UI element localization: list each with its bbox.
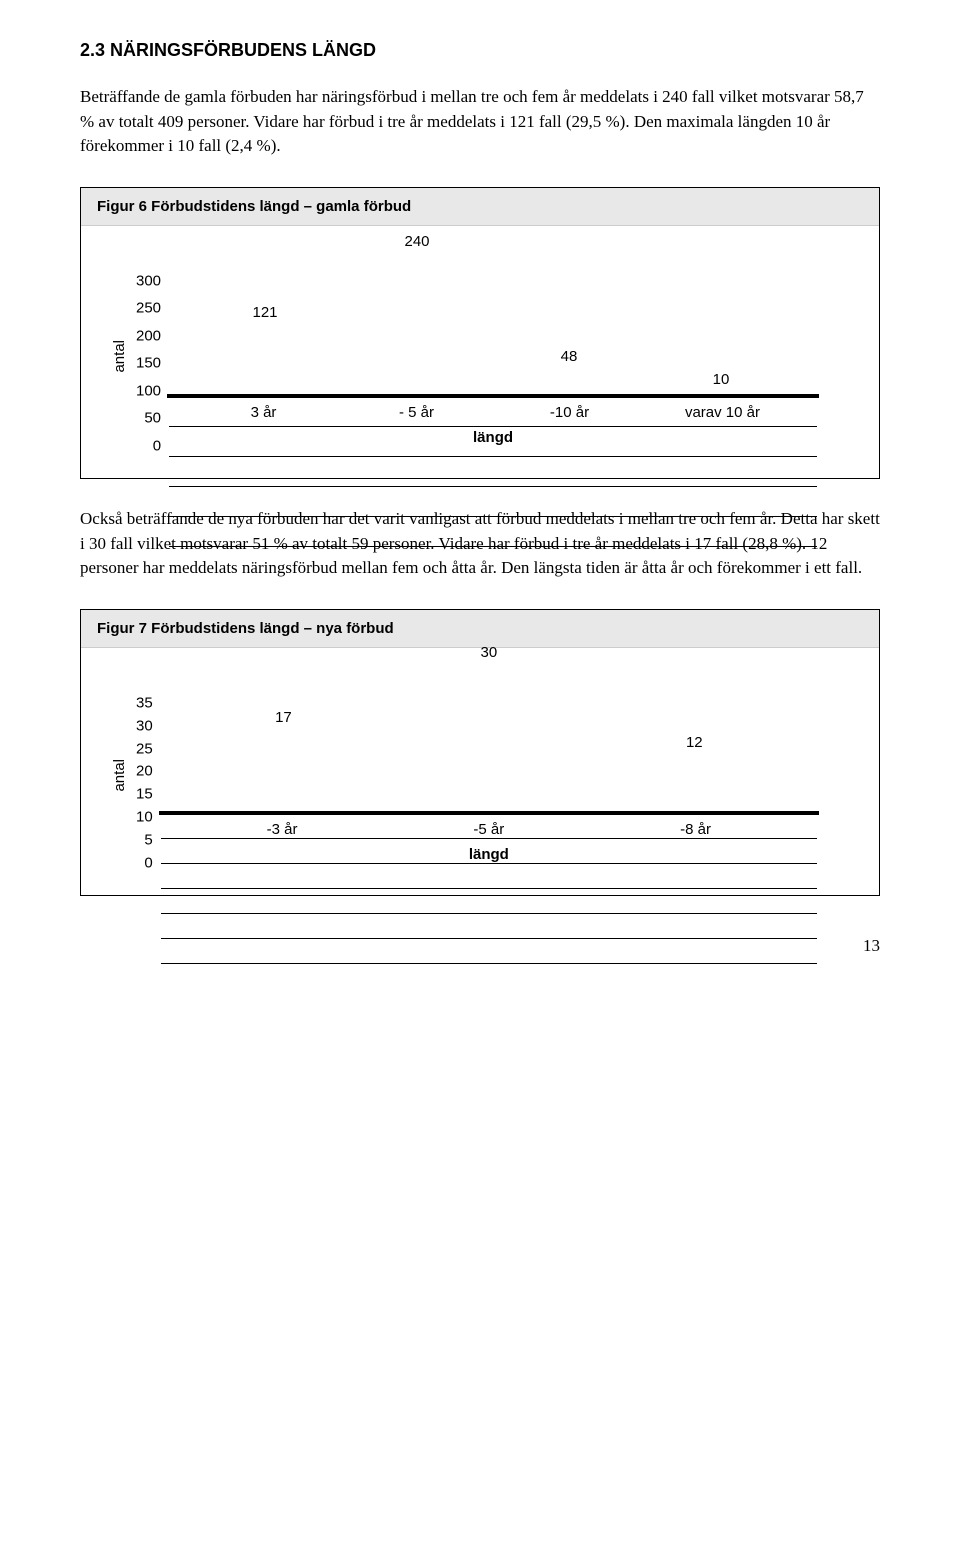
y-tick-label: 10	[136, 810, 153, 825]
grid-line	[169, 486, 817, 487]
y-tick-label: 35	[136, 695, 153, 710]
y-tick-label: 0	[136, 438, 161, 453]
grid-line	[161, 863, 817, 864]
bar-value-label: 12	[686, 734, 703, 751]
x-tick-label: -8 år	[631, 821, 761, 838]
fig6-plot-area: 1212404810	[167, 394, 819, 398]
grid-line	[161, 838, 817, 839]
x-tick-label: -3 år	[217, 821, 347, 838]
x-tick-label: - 5 år	[372, 404, 462, 421]
grid-line	[161, 938, 817, 939]
figure-7-title: Figur 7 Förbudstidens längd – nya förbud	[81, 610, 879, 648]
grid-line	[169, 456, 817, 457]
fig6-y-ticks: 300250200150100500	[136, 266, 161, 446]
paragraph-1: Beträffande de gamla förbuden har näring…	[80, 85, 880, 159]
fig7-y-label: antal	[111, 759, 128, 792]
x-tick-label: -5 år	[424, 821, 554, 838]
fig6-x-ticks: 3 år - 5 år -10 år varav 10 år	[167, 398, 819, 421]
bar-value-label: 121	[253, 304, 278, 321]
bar-value-label: 48	[561, 348, 578, 365]
fig7-x-label: längd	[159, 846, 819, 863]
paragraph-2: Också beträffande de nya förbuden har de…	[80, 507, 880, 581]
grid-line	[169, 426, 817, 427]
y-tick-label: 30	[136, 718, 153, 733]
grid-line	[169, 546, 817, 547]
bar-value-label: 10	[713, 371, 730, 388]
bar-value-label: 30	[481, 644, 498, 661]
y-tick-label: 0	[136, 855, 153, 870]
y-tick-label: 50	[136, 411, 161, 426]
y-tick-label: 100	[136, 383, 161, 398]
grid-line	[169, 396, 817, 397]
fig7-plot-area: 173012	[159, 811, 819, 815]
grid-line	[161, 813, 817, 814]
x-tick-label: -10 år	[524, 404, 614, 421]
fig7-y-ticks: 35302520151050	[136, 688, 153, 863]
bar-value-label: 240	[404, 233, 429, 250]
x-tick-label: varav 10 år	[677, 404, 767, 421]
y-tick-label: 250	[136, 301, 161, 316]
grid-line	[161, 888, 817, 889]
page-number: 13	[80, 936, 880, 956]
y-tick-label: 25	[136, 741, 153, 756]
y-tick-label: 15	[136, 787, 153, 802]
fig6-x-label: längd	[167, 429, 819, 446]
fig6-y-label: antal	[111, 340, 128, 373]
y-tick-label: 200	[136, 328, 161, 343]
y-tick-label: 300	[136, 273, 161, 288]
y-tick-label: 5	[136, 832, 153, 847]
section-heading: 2.3 NÄRINGSFÖRBUDENS LÄNGD	[80, 40, 880, 61]
figure-7-chart: antal 35302520151050 173012 -3 år-5 år-8…	[81, 648, 879, 863]
grid-line	[161, 963, 817, 964]
grid-line	[161, 913, 817, 914]
fig7-x-ticks: -3 år -5 år -8 år	[159, 815, 819, 838]
bar-value-label: 17	[275, 709, 292, 726]
grid-line	[169, 516, 817, 517]
y-tick-label: 20	[136, 764, 153, 779]
figure-6-chart: antal 300250200150100500 1212404810 3 år…	[81, 226, 879, 446]
x-tick-label: 3 år	[219, 404, 309, 421]
y-tick-label: 150	[136, 356, 161, 371]
figure-6: Figur 6 Förbudstidens längd – gamla förb…	[80, 187, 880, 479]
figure-7: Figur 7 Förbudstidens längd – nya förbud…	[80, 609, 880, 896]
figure-6-title: Figur 6 Förbudstidens längd – gamla förb…	[81, 188, 879, 226]
